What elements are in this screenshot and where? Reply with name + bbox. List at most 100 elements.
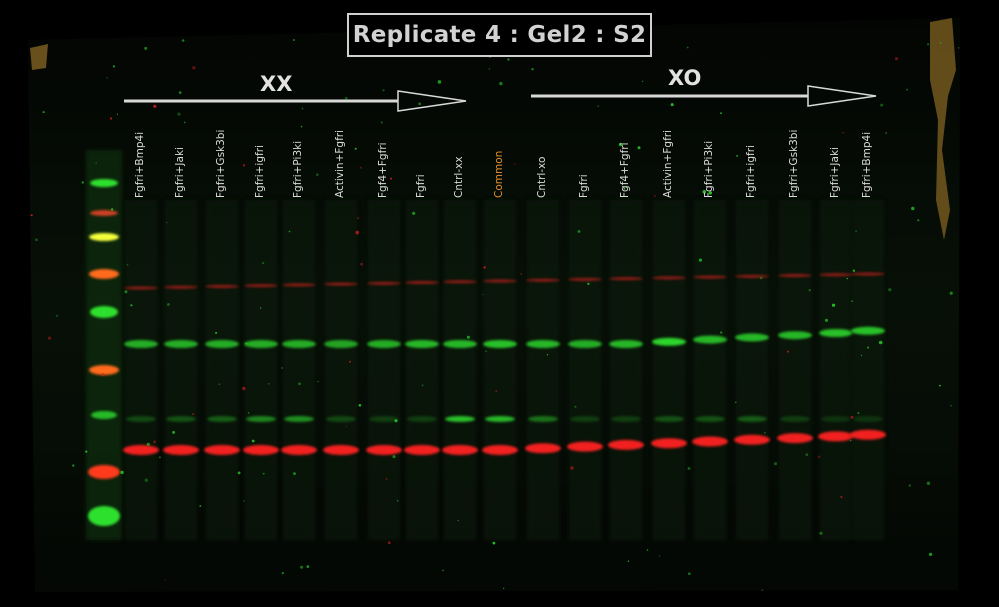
lane-column [653, 200, 685, 540]
speckle [262, 472, 265, 475]
red-band-upper [282, 283, 316, 287]
speckle [245, 449, 248, 452]
red-band-lower [777, 433, 813, 444]
speckle [866, 346, 870, 349]
xx-arrow [124, 90, 467, 112]
speckle [850, 439, 852, 442]
speckle [355, 230, 360, 235]
speckle [183, 121, 186, 124]
speckle [281, 572, 284, 575]
speckle [642, 80, 644, 82]
ladder-band [90, 210, 118, 216]
lane-column [368, 200, 400, 540]
speckle [503, 587, 505, 589]
group-label-xo: XO [668, 66, 702, 90]
speckle [670, 103, 674, 107]
speckle [482, 293, 484, 296]
speckle [908, 484, 911, 487]
speckle [764, 431, 766, 434]
speckle [531, 68, 534, 71]
red-band-lower [442, 445, 478, 455]
blot-title: Replicate 4 : Gel2 : S2 [347, 13, 652, 57]
speckle [888, 288, 892, 292]
speckle [442, 569, 444, 572]
speckle [570, 466, 574, 470]
lane-label: Activin+Fgfri [662, 129, 674, 198]
speckle [842, 132, 844, 134]
red-band-upper [693, 275, 727, 279]
lane-column [736, 200, 768, 540]
speckle [759, 276, 763, 280]
speckle [773, 462, 778, 466]
red-band-lower [366, 445, 402, 455]
green-band-lower [654, 416, 684, 422]
speckle [698, 258, 703, 262]
lane-label: Fgfri+igfri [745, 145, 757, 198]
speckle [358, 404, 362, 407]
speckle [144, 478, 148, 482]
speckle [906, 88, 909, 91]
green-band-main [124, 340, 158, 348]
speckle [418, 102, 422, 106]
green-band-lower [485, 416, 515, 422]
speckle [927, 43, 930, 46]
ladder-band [88, 506, 120, 526]
speckle [144, 46, 148, 50]
speckle [808, 289, 811, 292]
group-label-xx: XX [260, 72, 293, 96]
speckle [345, 425, 347, 428]
green-band-lower [326, 416, 356, 422]
speckle [245, 342, 248, 345]
speckle [448, 449, 451, 452]
green-band-main [819, 329, 853, 337]
speckle [885, 132, 887, 134]
speckle [394, 419, 398, 423]
speckle [158, 456, 161, 459]
lane-label: Fgfri+Bmp4i [134, 131, 146, 198]
speckle [850, 415, 854, 419]
speckle [300, 125, 303, 128]
speckle [687, 467, 691, 470]
lane-column [527, 200, 559, 540]
speckle [894, 57, 899, 61]
speckle [483, 266, 486, 269]
speckle [317, 380, 319, 383]
speckle [949, 291, 953, 295]
speckle [597, 105, 600, 107]
green-band-main [568, 340, 602, 348]
lane-label: Fgfri+Gsk3bi [788, 129, 800, 198]
speckle [30, 214, 33, 217]
speckle [349, 360, 351, 363]
speckle [359, 166, 362, 169]
speckle [658, 340, 660, 343]
membrane-smudge-right [930, 18, 956, 240]
red-band-lower [734, 434, 770, 445]
red-band-upper [609, 277, 643, 281]
green-band-main [164, 340, 198, 348]
speckle [574, 405, 577, 408]
speckle [237, 471, 241, 475]
lane-label: Fgfri [415, 174, 427, 198]
lane-label: Fgfri+igfri [254, 145, 266, 198]
lane-column [325, 200, 357, 540]
speckle [251, 439, 255, 443]
lane-column [206, 200, 238, 540]
lane-label: Fgfri+Pi3ki [703, 140, 715, 198]
speckle [819, 531, 823, 535]
red-band-upper [367, 281, 401, 285]
speckle [457, 519, 459, 522]
lane-label: Fgfri+Bmp4i [861, 131, 873, 198]
red-band-upper [735, 274, 769, 278]
speckle [688, 572, 691, 575]
xo-arrow [531, 85, 877, 107]
green-band-main [609, 340, 643, 348]
speckle [146, 442, 150, 446]
speckle [577, 230, 581, 233]
speckle [292, 38, 296, 42]
speckle [172, 431, 176, 434]
green-band-lower [611, 416, 641, 422]
speckle [153, 104, 157, 108]
red-band-upper [244, 284, 278, 288]
speckle [646, 549, 649, 551]
